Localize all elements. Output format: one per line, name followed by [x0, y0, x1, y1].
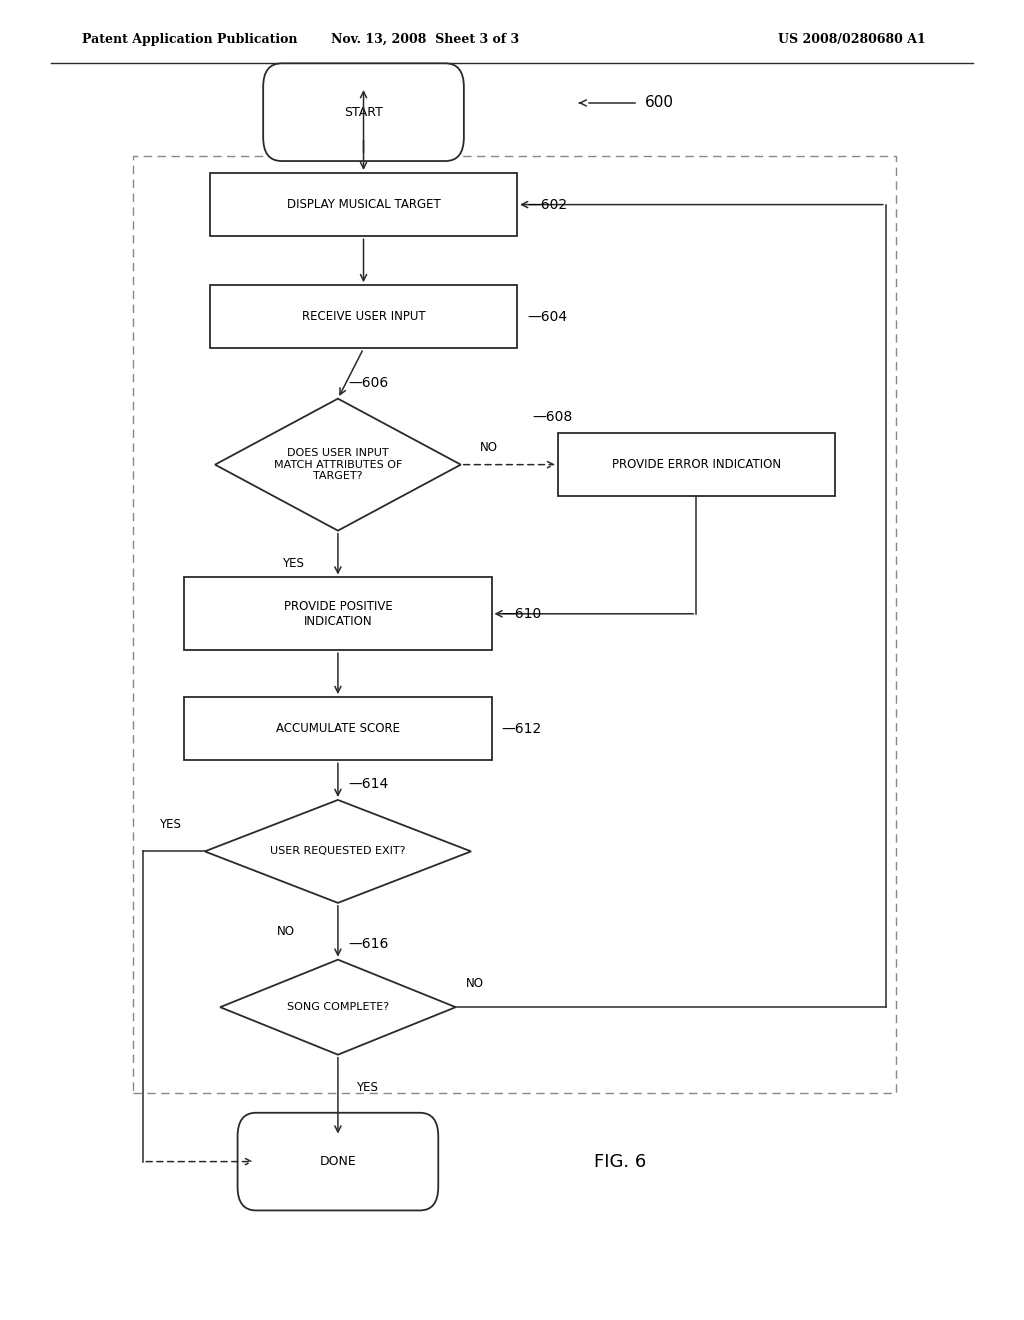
Text: —610: —610: [502, 607, 542, 620]
Text: US 2008/0280680 A1: US 2008/0280680 A1: [778, 33, 926, 46]
Text: USER REQUESTED EXIT?: USER REQUESTED EXIT?: [270, 846, 406, 857]
Text: NO: NO: [276, 925, 295, 939]
Text: —608: —608: [532, 411, 572, 424]
Bar: [133, 156, 896, 1093]
Text: —616: —616: [348, 937, 388, 950]
Text: RECEIVE USER INPUT: RECEIVE USER INPUT: [302, 310, 425, 323]
Bar: [210, 173, 517, 236]
Text: ACCUMULATE SCORE: ACCUMULATE SCORE: [275, 722, 400, 735]
Text: YES: YES: [356, 1081, 378, 1094]
Polygon shape: [220, 960, 456, 1055]
Text: YES: YES: [159, 818, 180, 832]
Polygon shape: [215, 399, 461, 531]
Text: NO: NO: [480, 441, 498, 454]
Text: —612: —612: [502, 722, 542, 735]
Bar: [210, 285, 517, 348]
Text: Patent Application Publication: Patent Application Publication: [82, 33, 297, 46]
Text: SONG COMPLETE?: SONG COMPLETE?: [287, 1002, 389, 1012]
Text: FIG. 6: FIG. 6: [594, 1152, 646, 1171]
Text: —604: —604: [527, 310, 567, 323]
Text: —614: —614: [348, 777, 388, 791]
FancyBboxPatch shape: [238, 1113, 438, 1210]
Polygon shape: [205, 800, 471, 903]
FancyBboxPatch shape: [263, 63, 464, 161]
Text: —606: —606: [348, 376, 388, 389]
Text: Nov. 13, 2008  Sheet 3 of 3: Nov. 13, 2008 Sheet 3 of 3: [331, 33, 519, 46]
Text: PROVIDE ERROR INDICATION: PROVIDE ERROR INDICATION: [611, 458, 781, 471]
Bar: [558, 433, 835, 496]
Text: YES: YES: [282, 557, 303, 570]
Text: 600: 600: [645, 95, 674, 111]
Text: DOES USER INPUT
MATCH ATTRIBUTES OF
TARGET?: DOES USER INPUT MATCH ATTRIBUTES OF TARG…: [273, 447, 402, 482]
Text: PROVIDE POSITIVE
INDICATION: PROVIDE POSITIVE INDICATION: [284, 599, 392, 628]
Bar: [184, 697, 492, 760]
Text: START: START: [344, 106, 383, 119]
Text: DISPLAY MUSICAL TARGET: DISPLAY MUSICAL TARGET: [287, 198, 440, 211]
Text: NO: NO: [466, 977, 484, 990]
Bar: [184, 577, 492, 649]
Text: —602: —602: [527, 198, 567, 211]
Text: DONE: DONE: [319, 1155, 356, 1168]
